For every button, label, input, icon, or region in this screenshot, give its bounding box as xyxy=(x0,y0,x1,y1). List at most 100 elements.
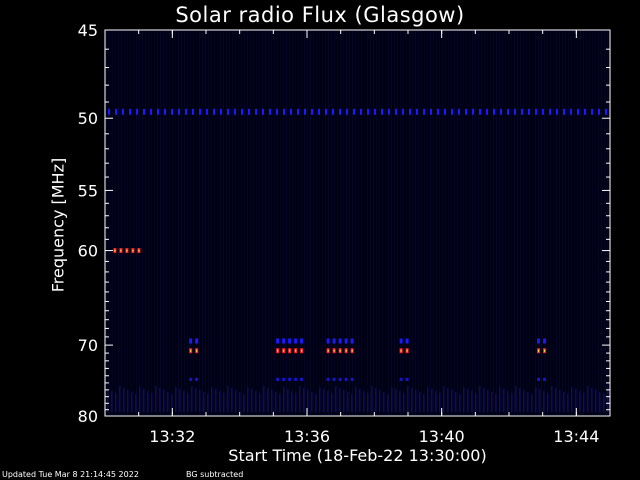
noise-column xyxy=(607,31,608,415)
burst-core xyxy=(538,349,540,352)
noise-streak xyxy=(543,391,545,412)
noise-column xyxy=(133,31,134,415)
noise-streak xyxy=(571,387,573,412)
noise-streak xyxy=(451,390,453,412)
noise-streak xyxy=(595,390,597,412)
noise-column xyxy=(463,31,464,415)
noise-column xyxy=(451,31,452,415)
band-segment xyxy=(437,108,439,115)
burst-core xyxy=(327,349,329,352)
burst-mark xyxy=(399,338,403,344)
burst-core xyxy=(126,249,128,252)
noise-column xyxy=(382,31,383,415)
y-tick-label: 55 xyxy=(78,181,98,200)
band-segment xyxy=(164,108,166,115)
y-tick-label: 80 xyxy=(78,407,98,426)
burst-mark xyxy=(282,377,286,381)
noise-column xyxy=(592,31,593,415)
noise-column xyxy=(373,31,374,415)
noise-column xyxy=(172,31,173,415)
burst-mark xyxy=(338,338,342,344)
noise-streak xyxy=(383,392,385,412)
noise-column xyxy=(385,31,386,415)
band-segment xyxy=(430,108,432,115)
noise-streak xyxy=(163,390,165,412)
plot-frame xyxy=(104,29,611,417)
noise-streak xyxy=(175,387,177,412)
noise-streak xyxy=(179,389,181,412)
noise-column xyxy=(181,31,182,415)
band-segment xyxy=(360,108,362,115)
noise-streak xyxy=(227,386,229,412)
noise-column xyxy=(184,31,185,415)
noise-streak xyxy=(311,392,313,412)
noise-streak xyxy=(427,387,429,412)
noise-column xyxy=(304,31,305,415)
noise-column xyxy=(412,31,413,415)
noise-streak xyxy=(323,389,325,412)
noise-streak xyxy=(299,386,301,412)
noise-streak xyxy=(399,391,401,412)
noise-column xyxy=(370,31,371,415)
noise-streak xyxy=(235,390,237,412)
noise-streak xyxy=(119,386,121,412)
noise-streak xyxy=(303,388,305,412)
noise-column xyxy=(469,31,470,415)
noise-streak xyxy=(395,389,397,412)
noise-column xyxy=(433,31,434,415)
noise-column xyxy=(151,31,152,415)
band-segment xyxy=(493,108,495,115)
noise-streak xyxy=(487,390,489,412)
noise-column xyxy=(340,31,341,415)
band-segment xyxy=(129,108,131,115)
noise-column xyxy=(319,31,320,415)
noise-column xyxy=(376,31,377,415)
noise-column xyxy=(265,31,266,415)
noise-streak xyxy=(283,387,285,412)
noise-column xyxy=(430,31,431,415)
noise-column xyxy=(223,31,224,415)
noise-column xyxy=(271,31,272,415)
noise-column xyxy=(604,31,605,415)
noise-streak xyxy=(139,387,141,412)
noise-column xyxy=(112,31,113,415)
band-segment xyxy=(220,108,222,115)
noise-column xyxy=(235,31,236,415)
band-segment xyxy=(255,108,257,115)
noise-column xyxy=(118,31,119,415)
background-noise xyxy=(106,31,608,415)
burst-core xyxy=(339,349,341,352)
noise-streak xyxy=(463,387,465,412)
band-segment xyxy=(199,108,201,115)
noise-streak xyxy=(143,389,145,412)
noise-streak xyxy=(307,390,309,412)
burst-mark xyxy=(288,338,292,344)
noise-column xyxy=(202,31,203,415)
noise-streak xyxy=(599,392,601,412)
burst-core xyxy=(333,349,335,352)
band-segment xyxy=(325,108,327,115)
band-segment xyxy=(213,108,215,115)
noise-column xyxy=(415,31,416,415)
band-segment xyxy=(444,108,446,115)
band-segment xyxy=(374,108,376,115)
burst-mark xyxy=(294,377,298,381)
y-tick-label: 50 xyxy=(78,109,98,128)
noise-streak xyxy=(375,388,377,412)
burst-core xyxy=(132,249,134,252)
noise-streak xyxy=(359,389,361,412)
burst-mark xyxy=(543,377,547,381)
burst-core xyxy=(190,349,192,352)
burst-mark xyxy=(350,338,354,344)
noise-streak xyxy=(219,391,221,412)
noise-column xyxy=(139,31,140,415)
noise-column xyxy=(259,31,260,415)
noise-column xyxy=(187,31,188,415)
noise-streak xyxy=(339,388,341,412)
noise-column xyxy=(517,31,518,415)
noise-column xyxy=(580,31,581,415)
noise-streak xyxy=(519,388,521,412)
burst-mark xyxy=(350,377,354,381)
noise-streak xyxy=(367,393,369,412)
noise-column xyxy=(331,31,332,415)
